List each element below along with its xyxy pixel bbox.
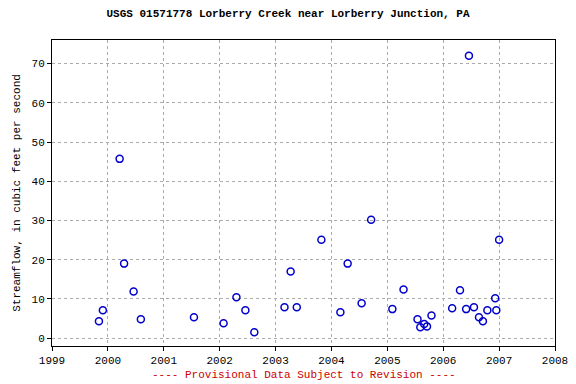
svg-text:2003: 2003 (262, 355, 288, 367)
svg-text:70: 70 (32, 58, 45, 70)
svg-text:USGS 01571778 Lorberry Creek n: USGS 01571778 Lorberry Creek near Lorber… (106, 8, 469, 20)
svg-text:2005: 2005 (374, 355, 400, 367)
svg-text:2006: 2006 (430, 355, 456, 367)
svg-text:---- Provisional Data Subject: ---- Provisional Data Subject to Revisio… (152, 369, 456, 381)
svg-text:40: 40 (32, 176, 45, 188)
svg-text:2001: 2001 (151, 355, 178, 367)
svg-text:2007: 2007 (486, 355, 512, 367)
svg-text:2000: 2000 (95, 355, 121, 367)
svg-text:2004: 2004 (318, 355, 345, 367)
svg-text:Streamflow, in cubic feet per: Streamflow, in cubic feet per second (11, 74, 23, 312)
svg-text:2002: 2002 (206, 355, 232, 367)
svg-text:30: 30 (32, 215, 45, 227)
svg-text:20: 20 (32, 255, 45, 267)
svg-text:10: 10 (32, 294, 45, 306)
svg-text:2008: 2008 (542, 355, 568, 367)
svg-text:1999: 1999 (39, 355, 65, 367)
svg-text:50: 50 (32, 137, 45, 149)
svg-text:0: 0 (38, 333, 45, 345)
svg-text:60: 60 (32, 98, 45, 110)
